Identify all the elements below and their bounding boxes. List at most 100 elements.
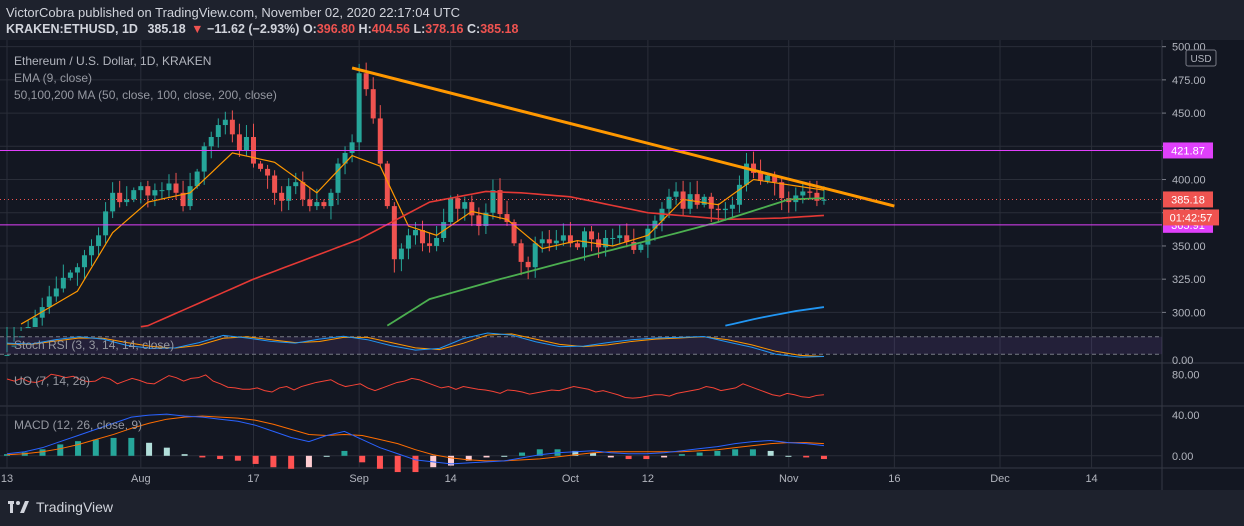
x-tick-label: Aug	[131, 473, 151, 485]
candle-body	[490, 190, 496, 213]
candle	[4, 327, 10, 356]
macd-histogram-bar	[4, 454, 10, 456]
candle-body	[666, 196, 672, 209]
macd-histogram-bar	[767, 450, 774, 456]
candle-body	[673, 191, 679, 197]
candle-body	[173, 183, 179, 193]
change: −11.62 (−2.93%)	[207, 22, 300, 36]
candle-body	[736, 184, 742, 205]
change-arrow-icon: ▼	[191, 22, 204, 36]
macd-histogram-bar	[57, 444, 64, 456]
y-tick-label: 475.00	[1172, 75, 1206, 87]
candle	[518, 239, 524, 276]
candle-body	[814, 192, 820, 201]
candle-body	[448, 198, 454, 223]
candle-body	[11, 345, 17, 347]
candle-body	[765, 175, 771, 181]
candle-body	[412, 230, 418, 236]
candle-body	[582, 231, 587, 248]
candle	[448, 195, 454, 225]
candle	[553, 230, 559, 250]
candle-body	[236, 134, 242, 151]
candle-body	[518, 243, 524, 262]
candle	[145, 180, 151, 208]
tradingview-logo[interactable]: TradingView	[8, 499, 113, 515]
candle-body	[708, 196, 714, 209]
uo-legend: UO (7, 14, 28)	[14, 374, 91, 388]
macd-histogram-bar	[181, 454, 188, 456]
tradingview-logo-icon	[8, 501, 29, 513]
candle	[391, 202, 397, 273]
x-tick-label: 13	[1, 473, 13, 485]
candle	[32, 309, 38, 327]
y-tick-label: 350.00	[1172, 241, 1206, 253]
candle	[701, 194, 707, 208]
candle	[208, 131, 214, 159]
macd-histogram-bar	[590, 452, 597, 456]
candle-body	[807, 191, 813, 193]
candle-body	[272, 175, 278, 193]
candle	[617, 224, 623, 245]
x-tick-label: Oct	[562, 473, 579, 485]
candle-body	[103, 211, 109, 236]
candle-body	[117, 192, 123, 203]
macd-histogram-bar	[323, 455, 330, 457]
candle	[511, 219, 517, 246]
candle-body	[631, 241, 637, 250]
macd-histogram-bar	[234, 455, 241, 461]
candle	[434, 226, 440, 252]
candle-body	[701, 196, 707, 205]
ma-legend: 50,100,200 MA (50, close, 100, close, 20…	[14, 88, 277, 102]
candle	[110, 182, 116, 219]
macd-histogram-bar	[483, 455, 490, 458]
candle-body	[645, 228, 651, 245]
candle-body	[25, 327, 31, 328]
candle	[377, 105, 383, 168]
macd-histogram-bar	[749, 449, 756, 456]
x-tick-label: 16	[888, 473, 900, 485]
macd-histogram-bar	[92, 439, 99, 456]
macd-histogram-bar	[820, 455, 827, 460]
candle-body	[356, 73, 362, 143]
candle-body	[152, 190, 158, 196]
price-chart[interactable]: 13 Aug 17 Sep 14 Oct 12 Nov 16 Dec 14 500.00 475.00 4…	[0, 40, 1244, 490]
candle-body	[89, 245, 95, 256]
candle-body	[124, 199, 130, 203]
candle-body	[53, 288, 59, 297]
macd-histogram-bar	[376, 455, 383, 469]
candle	[694, 180, 700, 209]
candle-body	[567, 235, 573, 244]
candle-body	[743, 163, 749, 185]
candle	[321, 199, 327, 209]
macd-histogram-bar	[643, 455, 650, 460]
candle	[131, 187, 137, 203]
macd-histogram-bar	[785, 455, 792, 457]
candle	[497, 178, 503, 220]
candle	[215, 118, 221, 148]
macd-histogram-bar	[803, 455, 810, 458]
macd-tick-label: 0.00	[1172, 451, 1193, 463]
candle	[25, 320, 31, 328]
candle	[610, 228, 616, 246]
candle	[173, 172, 179, 200]
candle	[384, 160, 390, 209]
close-label: C:	[467, 22, 481, 36]
candle-body	[497, 190, 503, 215]
candle	[81, 249, 87, 280]
candle-body	[377, 118, 383, 164]
candle-body	[532, 243, 538, 268]
candle-body	[96, 235, 102, 246]
level-label: 421.87	[1171, 145, 1205, 157]
brand-name: TradingView	[36, 499, 114, 515]
candle-body	[138, 186, 144, 191]
candle-body	[384, 163, 390, 207]
macd-legend: MACD (12, 26, close, 9)	[14, 418, 143, 432]
candle-body	[455, 198, 461, 209]
candle	[201, 142, 207, 185]
candle	[307, 187, 313, 212]
candle-body	[434, 237, 440, 246]
candle	[236, 123, 242, 157]
candle	[800, 182, 806, 204]
macd-histogram-bar	[305, 455, 312, 468]
candle-body	[300, 182, 306, 200]
